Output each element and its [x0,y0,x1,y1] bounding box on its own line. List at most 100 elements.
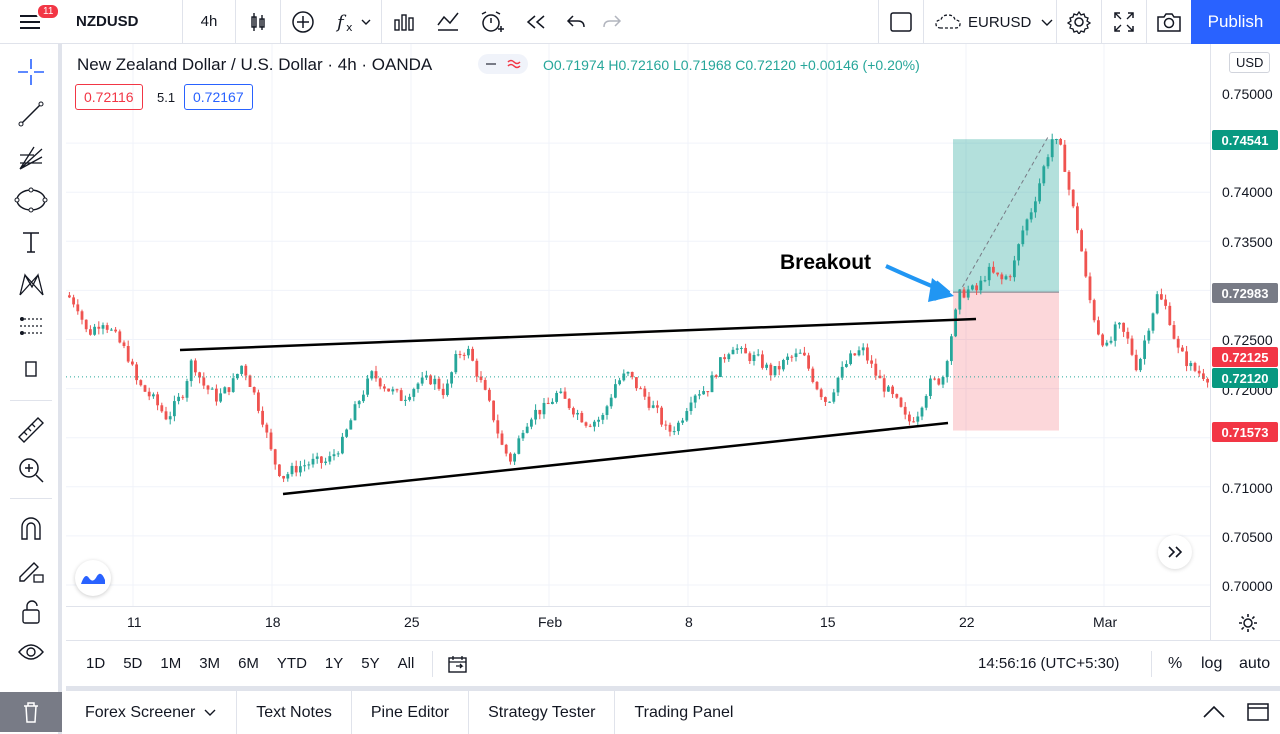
main-menu-button[interactable]: 11 [0,0,62,44]
crosshair-tool[interactable] [0,52,62,92]
candle-body [551,401,554,404]
fib-tool[interactable] [0,138,62,178]
ruler-tool[interactable] [0,410,62,450]
price-chart[interactable]: Breakout [66,44,1210,640]
candle-body [164,411,168,420]
candle-body [1139,358,1142,371]
candle-body [408,396,411,400]
candle-body [433,378,437,385]
lock-drawings-tool[interactable] [0,592,62,632]
fullscreen-button[interactable] [1102,0,1146,44]
text-tool[interactable] [0,222,62,262]
candle-body [1151,313,1155,331]
currency-button[interactable]: USD [1229,52,1271,73]
financials-button[interactable] [382,0,426,44]
symbol-description[interactable]: New Zealand Dollar / U.S. Dollar · 4h · … [77,55,433,74]
chart-type-button[interactable] [236,0,280,44]
candle-body [269,432,273,450]
trend-line-tool[interactable] [0,94,62,134]
candle-body [1113,324,1117,341]
zoom-in-tool[interactable] [0,450,62,490]
tab-trading-panel[interactable]: Trading Panel [634,703,734,721]
candle-body [719,357,722,377]
clock-timezone[interactable]: 14:56:16 (UTC+5:30) [978,655,1120,672]
prediction-tool[interactable] [0,306,62,346]
snapshot-button[interactable] [1147,0,1191,44]
icons-tool[interactable] [0,349,62,389]
spread-value: 5.1 [157,90,176,105]
candle-body [1172,325,1176,339]
range-1d-button[interactable]: 1D [86,655,106,672]
candle-body [941,377,945,385]
publish-button[interactable]: Publish [1191,0,1280,44]
symbol-search-button[interactable]: NZDUSD [76,13,139,30]
candle-body [979,280,983,291]
range-3m-button[interactable]: 3M [199,655,221,672]
candle-body [916,416,920,422]
time-axis[interactable] [66,606,1210,640]
sell-price-button[interactable]: 0.72116 [75,84,143,110]
compare-button[interactable] [281,0,325,44]
tab-text-notes[interactable]: Text Notes [237,691,352,734]
tradingview-logo-button[interactable] [75,560,111,596]
magnet-tool[interactable] [0,508,62,548]
undo-button[interactable] [558,0,594,44]
compare-symbol-button[interactable]: EURUSD [924,0,1056,44]
price-tick: 0.71000 [1222,480,1273,496]
legend-toggle[interactable] [478,54,528,74]
candle-body [1147,330,1151,341]
percent-scale-toggle[interactable]: % [1168,654,1183,672]
layout-button[interactable] [879,0,923,44]
settings-button[interactable] [1057,0,1101,44]
crosshair-icon [18,59,44,85]
alert-button[interactable] [470,0,514,44]
hide-drawings-tool[interactable] [0,632,62,672]
range-1m-button[interactable]: 1M [160,655,182,672]
range-5y-button[interactable]: 5Y [361,655,380,672]
axis-settings-button[interactable] [1236,611,1260,635]
candle-body [618,380,621,385]
candle-body [584,422,588,426]
redo-button[interactable] [594,0,630,44]
patterns-tool[interactable] [0,264,62,304]
tab-forex-screener[interactable]: Forex Screener [66,691,238,734]
gear-icon [1067,10,1091,34]
tab-strategy-tester[interactable]: Strategy Tester [469,691,616,734]
replay-button[interactable] [514,0,558,44]
tab-pine-editor[interactable]: Pine Editor [352,691,470,734]
collapse-panel-button[interactable] [1202,703,1226,721]
candle-body [278,464,281,477]
log-scale-toggle[interactable]: log [1201,654,1223,672]
interval-button[interactable]: 4h [200,13,218,30]
candle-body [1155,294,1159,314]
tradingview-logo-icon [81,573,105,584]
candle-body [244,365,248,376]
candle-body [462,354,466,356]
goto-date-button[interactable] [447,654,469,674]
range-ytd-button[interactable]: YTD [276,655,307,672]
range-5d-button[interactable]: 5D [123,655,143,672]
range-all-button[interactable]: All [397,655,415,672]
shapes-tool[interactable] [0,180,62,220]
maximize-panel-button[interactable] [1246,701,1270,723]
stay-in-drawing-tool[interactable] [0,550,62,590]
scroll-to-realtime-button[interactable] [1158,535,1192,569]
remove-drawings-tool[interactable] [0,692,62,732]
candle-body [706,391,710,393]
templates-button[interactable] [426,0,470,44]
candle-body [177,396,180,402]
chart-pane[interactable]: Breakout [66,44,1210,640]
candle-body [336,453,340,455]
candle-body [1076,206,1079,231]
magnet-icon [21,517,41,540]
auto-scale-toggle[interactable]: auto [1239,654,1271,672]
candle-body [1168,305,1172,326]
candle-body [874,363,878,376]
candle-body [122,342,126,347]
range-6m-button[interactable]: 6M [238,655,259,672]
range-1y-button[interactable]: 1Y [324,655,344,672]
candle-body [362,394,365,402]
candle-body [1038,183,1041,202]
buy-price-button[interactable]: 0.72167 [184,84,253,110]
